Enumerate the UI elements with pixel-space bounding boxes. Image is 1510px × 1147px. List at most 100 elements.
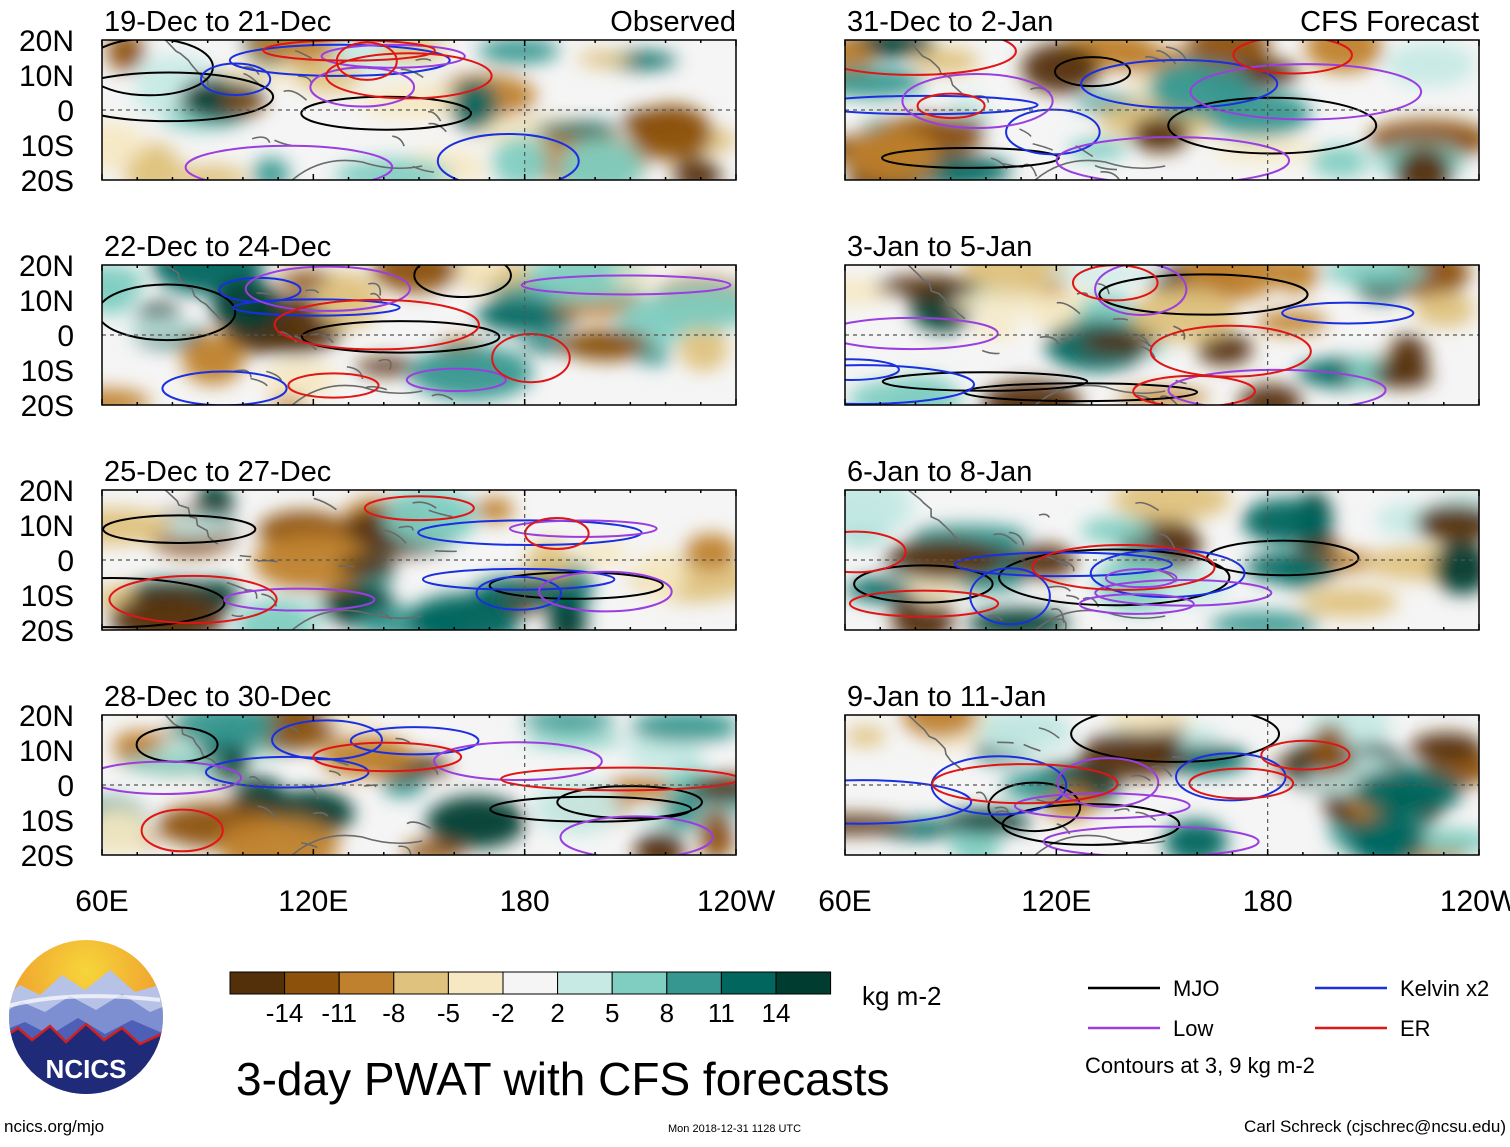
panel-period: 9-Jan to 11-Jan: [847, 681, 1046, 713]
anomaly-blob: [1148, 59, 1250, 118]
anomaly-blob: [632, 105, 713, 161]
legend-label: ER: [1400, 1016, 1431, 1041]
legend-label: Kelvin x2: [1400, 976, 1489, 1001]
y-tick-label: 20S: [21, 390, 74, 423]
colorbar-tick-label: -8: [382, 998, 405, 1028]
anomaly-blob: [451, 80, 498, 131]
colorbar-swatch: [394, 972, 449, 994]
colorbar-swatch: [503, 972, 558, 994]
forecast-label: CFS Forecast: [1300, 6, 1479, 38]
y-tick-label: 10S: [21, 805, 74, 838]
colorbar-tick-label: 5: [605, 998, 619, 1028]
anomaly-blob: [1242, 498, 1328, 544]
y-tick-label: 10S: [21, 130, 74, 163]
colorbar-swatch: [721, 972, 776, 994]
colorbar-swatch: [285, 972, 340, 994]
anomaly-blob: [685, 533, 737, 570]
colorbar-tick-label: -2: [491, 998, 514, 1028]
x-tick-label: 60E: [818, 885, 871, 918]
anomaly-blob: [559, 138, 644, 198]
panel-period: 28-Dec to 30-Dec: [104, 681, 331, 713]
colorbar-swatch: [667, 972, 722, 994]
anomaly-blob: [820, 67, 924, 98]
anomaly-blob: [217, 816, 339, 875]
author: Carl Schreck (cjschrec@ncsu.edu): [1244, 1117, 1506, 1136]
map-panel: 22-Dec to 24-Dec: [58, 231, 761, 415]
anomaly-blob: [572, 541, 629, 567]
anomaly-blob: [172, 165, 248, 191]
anomaly-blob: [1043, 266, 1168, 282]
y-tick-label: 20N: [19, 250, 74, 283]
anomaly-blob: [1300, 587, 1398, 617]
y-tick-label: 20N: [19, 25, 74, 58]
anomaly-blob: [679, 325, 728, 371]
panel-period: 19-Dec to 21-Dec: [104, 6, 331, 38]
anomaly-blob: [478, 38, 559, 64]
panel-period: 3-Jan to 5-Jan: [847, 231, 1032, 263]
timestamp: Mon 2018-12-31 1128 UTC: [668, 1123, 801, 1135]
x-tick-label: 60E: [75, 885, 128, 918]
x-tick-label: 180: [1243, 885, 1293, 918]
anomaly-blob: [674, 158, 721, 194]
y-tick-label: 0: [57, 320, 74, 353]
panel-period: 22-Dec to 24-Dec: [104, 231, 331, 263]
contour-note: Contours at 3, 9 kg m-2: [1085, 1053, 1315, 1078]
logo-text: NCICS: [46, 1054, 127, 1084]
anomaly-blob: [1410, 733, 1483, 762]
y-tick-label: 10N: [19, 60, 74, 93]
colorbar-swatch: [558, 972, 613, 994]
anomaly-blob: [110, 593, 225, 645]
island-outline: [997, 742, 1013, 743]
y-tick-label: 10N: [19, 285, 74, 318]
anomaly-blob: [1433, 541, 1493, 594]
anomaly-blob: [335, 158, 451, 192]
island-outline: [240, 556, 251, 557]
anomaly-blob: [845, 726, 886, 746]
island-outline: [1061, 339, 1072, 340]
y-tick-label: 0: [57, 95, 74, 128]
map-panel: 31-Dec to 2-Jan CFS Forecast: [811, 6, 1493, 200]
anomaly-blob: [1385, 43, 1476, 87]
x-tick-label: 120W: [697, 885, 776, 918]
anomaly-blob: [524, 731, 624, 748]
anomaly-blob: [129, 154, 172, 173]
anomaly-blob: [1131, 116, 1190, 152]
figure-title: 3-day PWAT with CFS forecasts: [236, 1053, 890, 1105]
anomaly-blob: [611, 270, 659, 287]
anomaly-blob: [522, 710, 616, 731]
y-tick-label: 20S: [21, 615, 74, 648]
colorbar-swatch: [339, 972, 394, 994]
legend-label: MJO: [1173, 976, 1219, 1001]
panel-period: 6-Jan to 8-Jan: [847, 456, 1032, 488]
anomaly-blob: [408, 593, 521, 648]
x-tick-label: 120E: [1021, 885, 1091, 918]
anomaly-blob: [382, 776, 425, 797]
y-tick-label: 0: [57, 770, 74, 803]
anomaly-blob: [1107, 700, 1193, 732]
anomaly-blob: [212, 279, 283, 335]
island-outline: [435, 551, 457, 552]
anomaly-blob: [1415, 504, 1498, 543]
panel-period: 31-Dec to 2-Jan: [847, 6, 1053, 38]
legend-label: Low: [1173, 1016, 1213, 1041]
anomaly-blob: [876, 276, 980, 298]
anomaly-blob: [476, 497, 514, 522]
anomaly-blob: [1349, 815, 1425, 867]
anomaly-blob: [847, 127, 939, 183]
site-url[interactable]: ncics.org/mjo: [4, 1117, 104, 1136]
anomaly-blob: [134, 78, 180, 115]
x-tick-label: 120E: [278, 885, 348, 918]
colorbar-swatch: [612, 972, 667, 994]
y-tick-label: 10N: [19, 510, 74, 543]
contour-legend: MJO Kelvin x2 Low ER: [1088, 976, 1489, 1041]
colorbar-tick-label: -14: [266, 998, 304, 1028]
ncics-logo: NCICS: [0, 940, 170, 1142]
x-tick-label: 120W: [1440, 885, 1510, 918]
colorbar-tick-label: 2: [550, 998, 564, 1028]
map-panel: 6-Jan to 8-Jan: [805, 456, 1505, 645]
